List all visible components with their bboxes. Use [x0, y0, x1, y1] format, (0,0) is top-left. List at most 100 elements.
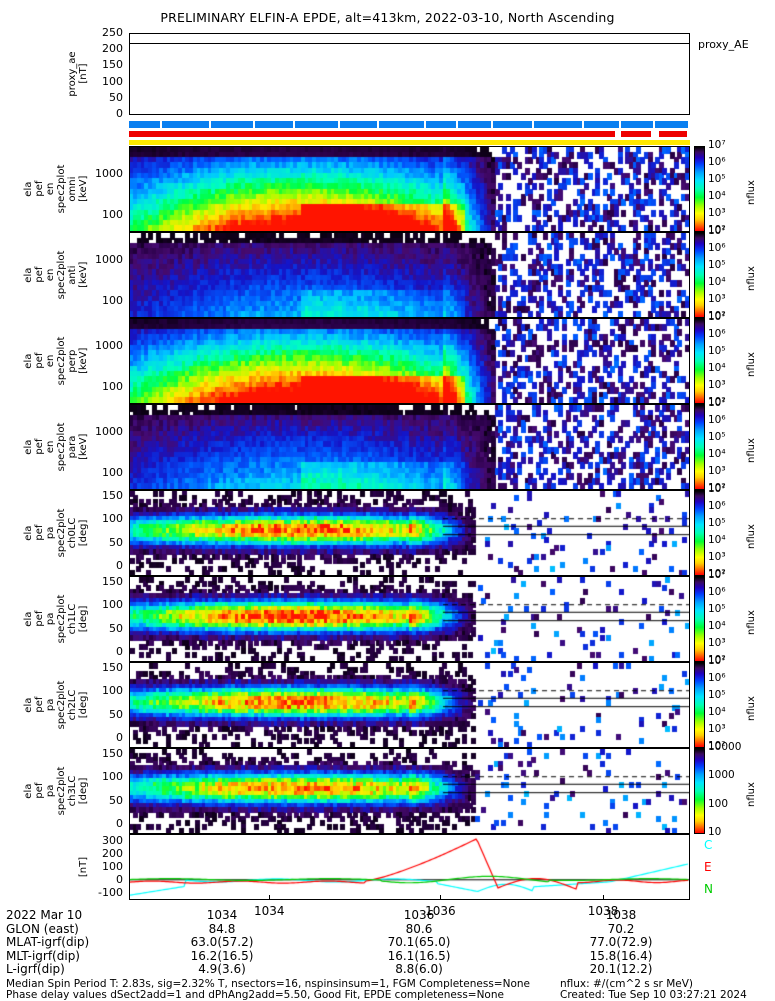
colorbar-label: nflux	[746, 438, 757, 463]
colorbar-tick-label: 10⁴	[708, 620, 726, 632]
colorbar-tick-label: 10⁷	[708, 655, 726, 667]
pa-ytick: 0	[116, 645, 123, 658]
colorbar-tick-label: 10⁴	[708, 190, 726, 202]
colorbar-tick-label: 10⁵	[708, 431, 726, 443]
ephemeris-value: 8.8(6.0)	[395, 962, 443, 976]
status-segment	[621, 121, 653, 128]
colorbar-tick-label: 10²	[708, 654, 726, 666]
pa-ytick: 100	[102, 684, 123, 698]
pa-spectrogram-ch2LC	[129, 662, 690, 748]
colorbar-tick-label: 10⁵	[708, 173, 726, 185]
pa-ytick: 150	[102, 489, 123, 502]
pa-ytick: 150	[102, 575, 123, 588]
fgm-ytick: 0	[116, 873, 123, 887]
colorbar-tick-label: 10⁴	[708, 362, 726, 374]
energy-ytick: 100	[102, 465, 123, 479]
spectrogram-canvas	[130, 749, 689, 833]
colorbar-tick-label: 10²	[708, 482, 726, 494]
fgm-ytick: 300	[102, 833, 123, 847]
x-tick-label: 1036	[425, 904, 456, 918]
colorbar-label: nflux	[746, 352, 757, 377]
colorbar-tick-label: 10⁶	[708, 500, 726, 512]
colorbar-tick-label: 10⁴	[708, 534, 726, 546]
colorbar-tick-label: 10⁷	[708, 311, 726, 323]
pa-ytick: 50	[109, 707, 123, 721]
ephemeris-value: 20.1(12.2)	[589, 962, 653, 976]
energy-spectrogram-para	[129, 404, 690, 490]
status-segment	[162, 121, 209, 128]
colorbar-tick-label: 10⁵	[708, 603, 726, 615]
ephemeris-value: 16.1(16.5)	[387, 948, 451, 963]
pa-ytick: 150	[102, 747, 123, 760]
pa-colorbar-ch3LC	[694, 748, 705, 834]
footer-left-line1: Median Spin Period T: 2.83s, sig=2.32% T…	[6, 978, 530, 990]
pa-ytick: 0	[116, 731, 123, 744]
x-tickmark	[603, 895, 605, 900]
colorbar-tick-label: 10²	[708, 310, 726, 322]
spectrogram-canvas	[130, 663, 689, 747]
ephemeris-value: 84.8	[208, 921, 236, 936]
colorbar-tick-label: 10³	[708, 465, 726, 477]
fgm-ytick: 100	[102, 860, 123, 873]
spectrogram-canvas	[130, 147, 689, 231]
pa-colorbar-ch2LC	[694, 662, 705, 748]
footer-left-line2: Phase delay values dSect2add=1 and dPhAn…	[6, 989, 504, 1001]
energy-ytick: 100	[102, 379, 123, 393]
ephemeris-value: 70.1(65.0)	[387, 935, 451, 949]
proxy-ae-ytick: 150	[102, 58, 123, 72]
status-segment	[655, 121, 688, 128]
ephemeris-row-label: 2022 Mar 10	[6, 908, 83, 922]
colorbar-label: nflux	[746, 696, 757, 721]
proxy-ae-ytick: 250	[102, 26, 123, 39]
proxy-ae-ytick: 100	[102, 74, 123, 88]
ephemeris-value: 63.0(57.2)	[190, 935, 254, 949]
x-tickmark	[269, 895, 271, 900]
ephemeris-value: 16.2(16.5)	[190, 948, 254, 963]
blue-status-bar	[129, 121, 690, 128]
colorbar-tick-label: 10⁴	[708, 448, 726, 460]
colorbar-tick-label: 10⁷	[708, 397, 726, 409]
energy-colorbar-para	[694, 404, 705, 490]
status-segment	[295, 121, 338, 128]
spectrogram-canvas	[130, 233, 689, 317]
ephemeris-value: 1036	[403, 908, 435, 922]
colorbar-tick-label: 10⁵	[708, 259, 726, 271]
colorbar-tick-label: 10⁴	[708, 706, 726, 718]
status-segment	[255, 121, 293, 128]
pa-spectrogram-ch3LC	[129, 748, 690, 834]
status-segment	[458, 121, 491, 128]
spectrogram-canvas	[130, 319, 689, 403]
pa-spectrogram-ch1LC	[129, 576, 690, 662]
colorbar-tick-label: 10	[708, 826, 722, 838]
colorbar-label: nflux	[746, 524, 757, 549]
colorbar-tick-label: 10⁴	[708, 276, 726, 288]
energy-spectrogram-perp	[129, 318, 690, 404]
pa-ytick: 0	[116, 817, 123, 830]
footer-right-line1: nflux: #/(cm^2 s sr MeV)	[560, 978, 693, 990]
x-tick-label: 1038	[587, 904, 619, 918]
proxy-ae-ytick: 0	[116, 107, 123, 120]
colorbar-tick-label: 10⁵	[708, 345, 726, 357]
fgm-ytick: 200	[102, 846, 123, 860]
red-status-bar	[129, 131, 690, 137]
footer-right-line2: Created: Tue Sep 10 03:27:21 2024	[560, 989, 747, 1001]
energy-ytick: 100	[102, 293, 123, 307]
fgm-ytick: -100	[98, 886, 123, 900]
colorbar-tick-label: 10³	[708, 637, 726, 649]
ephemeris-value: 4.9(3.6)	[198, 962, 246, 976]
fgm-legend-E: E	[704, 860, 712, 874]
spectrogram-canvas	[130, 405, 689, 489]
proxy-ae-panel	[129, 33, 690, 115]
colorbar-tick-label: 10⁵	[708, 689, 726, 701]
colorbar-tick-label: 10000	[708, 741, 742, 753]
colorbar-tick-label: 10⁷	[708, 225, 726, 237]
colorbar-tick-label: 10³	[708, 723, 726, 735]
ephemeris-value: 1038	[605, 908, 637, 922]
ephemeris-value: 70.2	[607, 921, 635, 936]
ephemeris-row-label: MLAT-igrf(dip)	[6, 935, 90, 949]
proxy-ae-ytick: 50	[109, 90, 123, 104]
colorbar-label: nflux	[746, 266, 757, 291]
colorbar-tick-label: 10³	[708, 293, 726, 305]
colorbar-label: nflux	[746, 610, 757, 635]
status-segment	[379, 121, 424, 128]
